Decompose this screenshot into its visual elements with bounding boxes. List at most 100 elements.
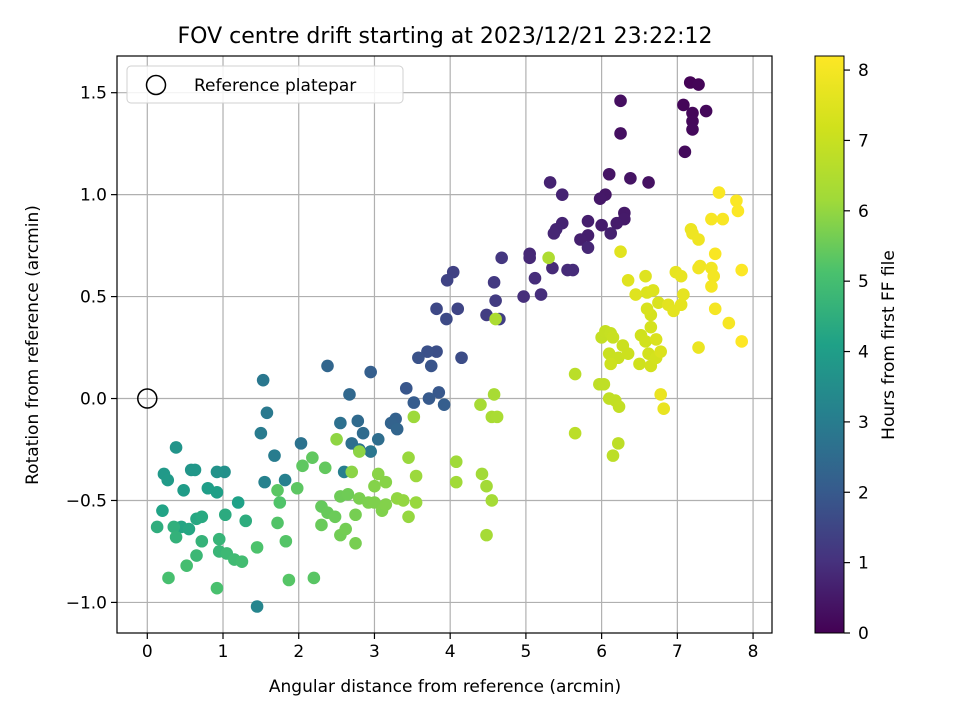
data-point [652, 296, 665, 310]
data-point [487, 276, 501, 289]
data-point [250, 600, 264, 613]
data-point [188, 463, 202, 477]
data-point [674, 269, 688, 283]
data-point [624, 172, 637, 185]
data-point [231, 496, 245, 509]
data-point [368, 479, 381, 493]
data-point [437, 398, 451, 411]
reference-platepar-marker [137, 388, 158, 409]
data-point [707, 269, 720, 283]
scatter-points [150, 76, 749, 613]
data-point [568, 426, 582, 440]
data-point [422, 392, 436, 405]
data-point [424, 359, 438, 373]
data-point [167, 520, 181, 534]
data-point [730, 194, 743, 208]
data-point [210, 465, 224, 479]
colorbar-tick-label: 3 [858, 413, 869, 433]
data-point [677, 98, 690, 112]
data-point [294, 437, 308, 450]
data-point [402, 451, 415, 464]
data-point [485, 494, 499, 507]
data-point [432, 386, 446, 399]
data-point [182, 522, 196, 536]
data-point [593, 192, 607, 206]
data-point [371, 433, 385, 446]
data-point [604, 357, 618, 371]
data-point [254, 426, 268, 440]
x-tick-label: 0 [142, 642, 153, 662]
chart-title: FOV centre drift starting at 2023/12/21 … [178, 24, 713, 49]
data-point [341, 488, 355, 501]
data-point [602, 167, 616, 181]
data-point [606, 449, 620, 462]
data-point [409, 469, 423, 483]
data-point [169, 441, 183, 454]
x-tick-label: 1 [218, 642, 229, 662]
data-point [692, 233, 705, 246]
colorbar-tick-label: 6 [858, 202, 869, 222]
plot-area: Reference platepar 0 1 2 3 4 5 6 7 8 −1.0 −0.5 0.0… [66, 55, 773, 662]
data-point [547, 227, 561, 240]
data-point [409, 496, 423, 509]
data-point [396, 494, 410, 507]
data-point [349, 536, 362, 550]
colorbar: 0 1 2 3 4 5 6 7 8 Hours from first FF file [814, 55, 899, 644]
data-point [328, 510, 342, 524]
data-point [279, 534, 293, 548]
colorbar-tick-label: 5 [858, 272, 869, 292]
data-point [353, 445, 366, 458]
data-point [451, 302, 465, 316]
legend-marker-open-circle [145, 74, 167, 96]
data-point [474, 398, 487, 411]
data-point [150, 520, 164, 534]
data-point [629, 288, 642, 301]
data-point [364, 365, 377, 379]
data-point [430, 302, 443, 316]
data-point [705, 280, 718, 293]
colorbar-tick-label: 2 [858, 483, 869, 503]
data-point [644, 320, 658, 334]
data-point [611, 437, 625, 450]
data-point [271, 483, 284, 497]
data-point [364, 445, 377, 458]
legend-box [126, 65, 404, 104]
data-point [716, 212, 730, 226]
data-point [399, 382, 413, 395]
data-point [156, 504, 169, 517]
data-point [649, 333, 663, 346]
data-point [542, 251, 555, 265]
data-point [614, 94, 627, 108]
data-point [654, 388, 667, 401]
data-point [334, 416, 347, 430]
data-point [677, 288, 690, 301]
data-point [343, 388, 356, 401]
colorbar-tick-label: 4 [858, 343, 869, 363]
plot-frame [116, 55, 773, 634]
data-point [330, 433, 343, 446]
data-point [480, 479, 493, 493]
data-point [517, 290, 530, 303]
data-point [258, 475, 271, 489]
data-point [543, 176, 557, 189]
data-point [315, 518, 328, 532]
data-point [523, 251, 536, 265]
data-point [349, 508, 362, 522]
data-point [282, 573, 296, 587]
data-point [250, 541, 264, 554]
data-point [412, 351, 425, 365]
data-point [581, 214, 595, 228]
data-point [390, 422, 404, 436]
data-point [597, 377, 611, 391]
x-tick-label: 3 [369, 642, 380, 662]
data-point [640, 302, 654, 316]
data-point [595, 218, 608, 232]
data-point [162, 571, 175, 585]
data-point [708, 302, 722, 316]
data-point [177, 483, 190, 497]
data-point [692, 341, 705, 354]
data-point [278, 473, 292, 487]
grid [117, 56, 772, 633]
